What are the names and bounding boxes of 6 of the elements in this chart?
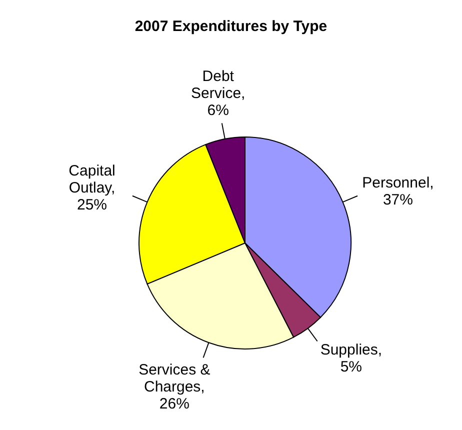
slice-label: Personnel, 37% xyxy=(362,174,434,208)
chart-title: 2007 Expenditures by Type xyxy=(134,17,328,37)
slice-label: Supplies, 5% xyxy=(320,341,382,376)
slice-label: Debt Service, 6% xyxy=(191,67,246,118)
slice-label: Services & Charges, 26% xyxy=(138,360,210,412)
slice-label: Capital Outlay, 25% xyxy=(68,162,116,214)
